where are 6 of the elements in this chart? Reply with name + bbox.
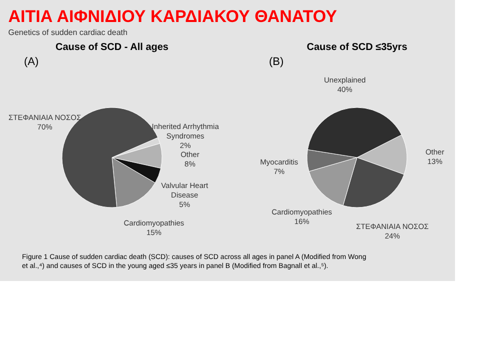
chart-title: Cause of SCD ≤35yrs [306, 42, 408, 53]
text: (B) [269, 56, 284, 68]
chart-title: Cause of SCD - All ages [56, 42, 169, 53]
text: (A) [24, 56, 39, 68]
text: Genetics of sudden cardiac death [8, 28, 128, 37]
text: ΑΙΤΙΑ ΑΙΦΝΙΔΙΟΥ ΚΑΡΔΙΑΚΟΥ ΘΑΝΑΤΟΥ [8, 7, 338, 26]
